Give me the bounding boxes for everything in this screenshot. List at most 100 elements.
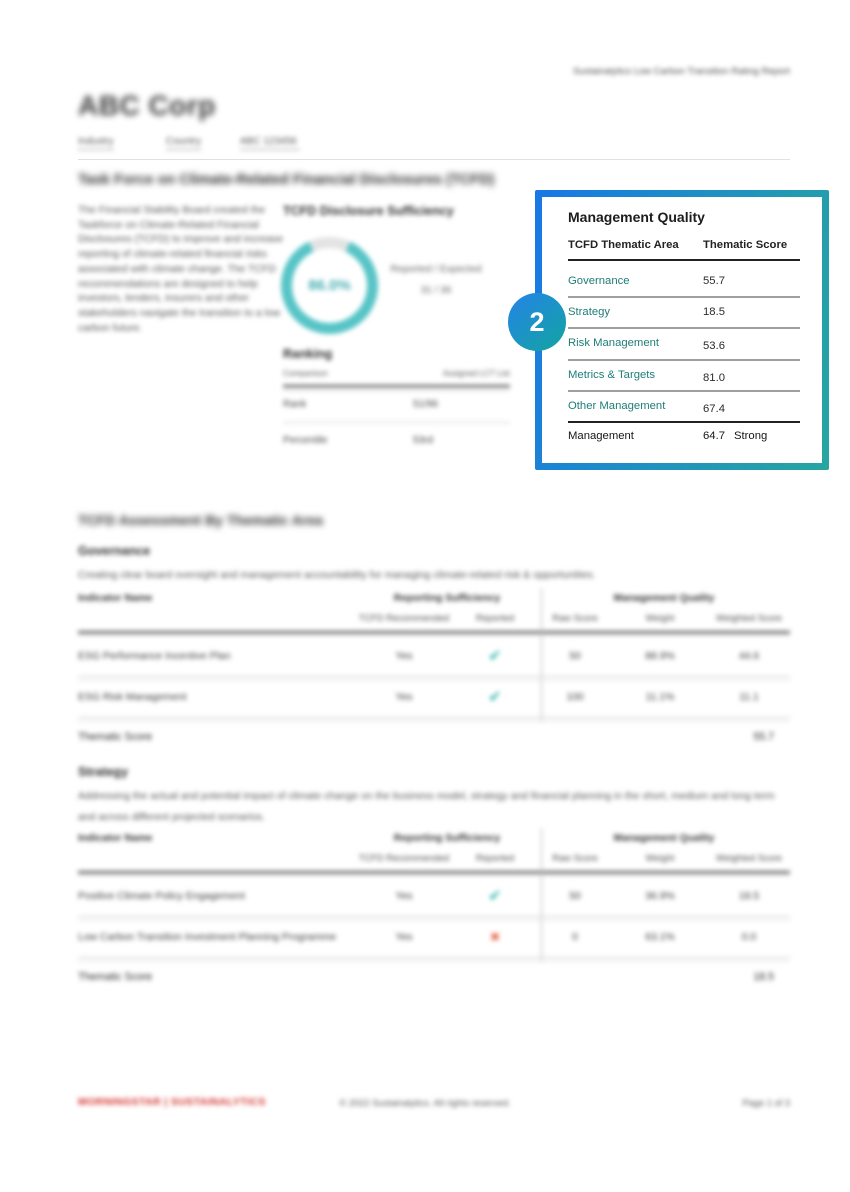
check-icon: ✔ — [488, 648, 502, 665]
mq-row-strategy-link[interactable]: Strategy — [568, 306, 611, 318]
row-rule — [568, 359, 800, 361]
ranking-col-universe: Assigned LCT List — [442, 368, 510, 378]
weighted-score-value: 18.5 — [738, 890, 760, 902]
divider — [78, 159, 790, 160]
row-rule — [568, 296, 800, 298]
ranking-title: Ranking — [283, 347, 333, 361]
ranking-percentile-label: Percentile — [283, 435, 328, 446]
page-number: Page 1 of 3 — [742, 1098, 790, 1108]
row-rule — [78, 676, 790, 681]
indicator-name: Low Carbon Transition Investment Plannin… — [78, 931, 337, 943]
management-quality-card: Management Quality TCFD Thematic Area Th… — [542, 197, 822, 463]
copyright-text: © 2022 Sustainalytics. All rights reserv… — [339, 1098, 511, 1108]
weight-value: 36.9% — [645, 890, 675, 902]
mq-row-governance-link[interactable]: Governance — [568, 275, 630, 287]
weight-value: 88.9% — [645, 650, 675, 662]
mq-row-risk-management-link[interactable]: Risk Management — [568, 337, 660, 349]
thematic-score-row: Thematic Score 18.5 — [78, 958, 790, 996]
row-rule — [78, 916, 790, 921]
table-row: Percentile 53rd — [283, 423, 510, 458]
mq-total-score-value: 64.7 — [703, 430, 725, 442]
thematic-score-row: Thematic Score 55.7 — [78, 718, 790, 756]
weighted-score-value: 11.1 — [739, 691, 759, 703]
ranking-table: Comparison Assigned LCT List Rank 51/96 … — [283, 368, 510, 458]
col-weighted-score: Weighted Score — [716, 613, 782, 623]
ranking-rank-label: Rank — [283, 399, 307, 410]
governance-section-title: Governance — [78, 544, 151, 558]
raw-score-value: 50 — [569, 650, 581, 662]
col-indicator-name: Indicator Name — [78, 592, 153, 604]
weighted-score-value: 0.0 — [741, 931, 757, 943]
report-running-title: Sustainalytics Low Carbon Transition Rat… — [572, 66, 790, 77]
table-row: Low Carbon Transition Investment Plannin… — [78, 917, 790, 957]
col-reporting-sufficiency: Reporting Sufficiency — [393, 592, 501, 604]
table-row: Positive Climate Policy Engagement Yes ✔… — [78, 876, 790, 916]
management-quality-highlight-box: Management Quality TCFD Thematic Area Th… — [535, 190, 829, 470]
header-rule — [568, 259, 800, 261]
strategy-table: Indicator Name Reporting Sufficiency Man… — [78, 828, 790, 996]
mq-total-score: 64.7 Strong — [703, 430, 767, 442]
industry-label: Industry — [78, 136, 114, 150]
row-rule — [568, 327, 800, 329]
mq-row-governance-score: 55.7 — [703, 275, 725, 287]
table-row: Rank 51/96 — [283, 387, 510, 422]
mq-row-metrics-targets-score: 81.0 — [703, 372, 725, 384]
raw-score-value: 0 — [572, 931, 578, 943]
col-weight: Weight — [645, 613, 675, 623]
donut-percent-value: 86.0% — [308, 277, 351, 294]
disclosure-ratio-value: 31 / 36 — [420, 285, 452, 296]
col-raw-score: Raw Score — [552, 613, 598, 623]
header-rule — [78, 871, 790, 876]
disclosure-ratio: Reported / Expected 31 / 36 — [381, 259, 491, 301]
annotation-badge-2[interactable]: 2 — [508, 293, 566, 351]
management-quality-title: Management Quality — [568, 209, 705, 225]
col-indicator-name: Indicator Name — [78, 832, 153, 844]
divider — [283, 422, 510, 423]
company-ticker: ABC 123456 — [240, 136, 300, 150]
indicator-name: Positive Climate Policy Engagement — [78, 890, 245, 902]
col-tcfd-recommended: TCFD Recommended — [358, 613, 450, 623]
mq-total-label: Management — [568, 430, 634, 442]
check-icon: ✔ — [488, 689, 502, 706]
tcfd-recommended-value: Yes — [395, 691, 413, 703]
weight-value: 63.1% — [645, 931, 675, 943]
disclosure-donut-chart: 86.0% — [281, 237, 378, 334]
donut-hole: 86.0% — [292, 248, 367, 323]
col-raw-score: Raw Score — [552, 853, 598, 863]
cross-icon: ✖ — [489, 930, 501, 944]
row-rule — [568, 390, 800, 392]
table-row: ESG Performance Incentive Plan Yes ✔ 50 … — [78, 636, 790, 676]
ranking-table-header: Comparison Assigned LCT List — [283, 368, 510, 385]
weighted-score-value: 44.6 — [738, 650, 760, 662]
col-weight: Weight — [645, 853, 675, 863]
country-label: Country — [166, 136, 202, 150]
raw-score-value: 50 — [569, 890, 581, 902]
mq-row-risk-management-score: 53.6 — [703, 340, 725, 352]
total-rule — [568, 421, 800, 423]
table-row: ESG Risk Management Yes ✔ 100 11.1% 11.1 — [78, 677, 790, 717]
governance-section-description: Creating clear board oversight and manag… — [78, 570, 596, 581]
weight-value: 11.1% — [645, 691, 675, 703]
disclosure-ratio-label: Reported / Expected — [390, 264, 482, 275]
mq-row-metrics-targets-link[interactable]: Metrics & Targets — [568, 369, 656, 381]
assessment-title: TCFD Assessment By Thematic Area — [78, 512, 323, 528]
col-tcfd-recommended: TCFD Recommended — [358, 853, 450, 863]
tcfd-recommended-value: Yes — [395, 931, 413, 943]
column-divider — [541, 828, 542, 961]
tcfd-intro-paragraph: The Financial Stability Board created th… — [78, 205, 283, 334]
thematic-score-label: Thematic Score — [78, 731, 153, 743]
column-divider — [541, 588, 542, 721]
ranking-header-line — [283, 385, 510, 391]
ranking-rank-value: 51/96 — [413, 399, 439, 410]
check-icon: ✔ — [488, 888, 502, 905]
tcfd-recommended-value: Yes — [395, 650, 413, 662]
ranking-col-comparison: Comparison — [283, 368, 328, 378]
mq-row-other-management-link[interactable]: Other Management — [568, 400, 666, 412]
tcfd-recommended-value: Yes — [395, 890, 413, 902]
strategy-section-description: Addressing the actual and potential impa… — [78, 791, 775, 823]
col-management-quality: Management Quality — [613, 832, 715, 844]
row-rule — [78, 717, 790, 722]
col-reported: Reported — [475, 853, 515, 863]
col-thematic-score: Thematic Score — [703, 239, 788, 251]
table-group-header: Indicator Name Reporting Sufficiency Man… — [78, 828, 790, 848]
